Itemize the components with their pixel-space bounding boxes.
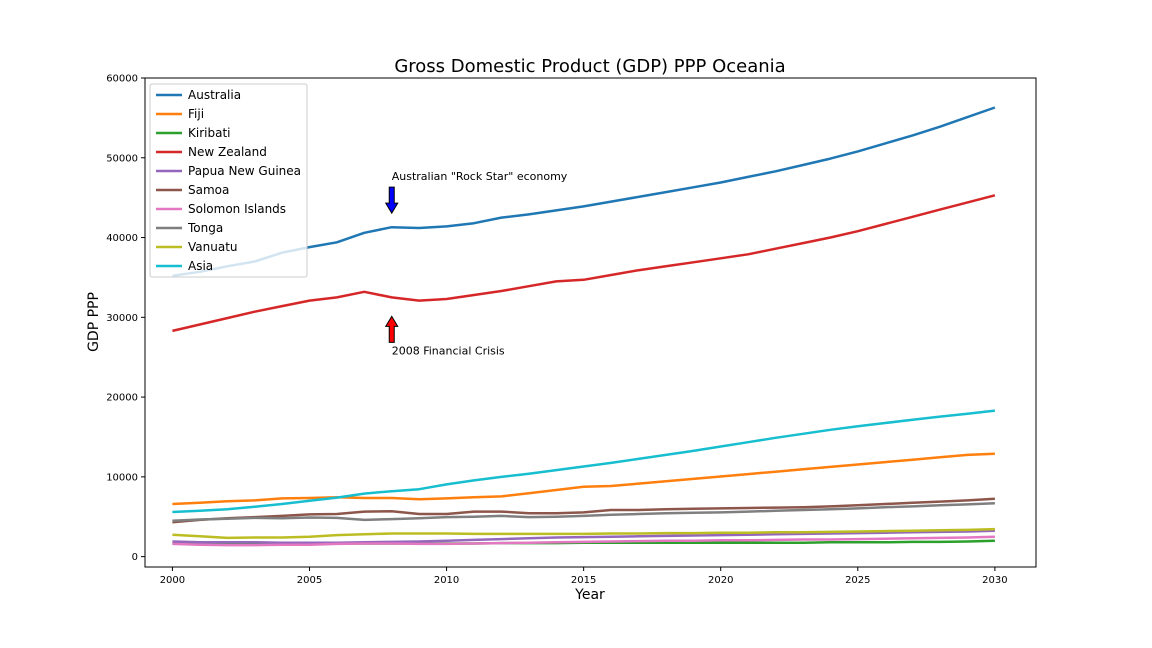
legend-item-asia: Asia <box>156 259 213 273</box>
series-line-tonga <box>172 501 995 522</box>
annotation-label: Australian "Rock Star" economy <box>392 170 568 183</box>
series-line-asia <box>172 409 996 514</box>
legend-label: Samoa <box>188 183 229 197</box>
legend-label: New Zealand <box>188 145 267 159</box>
x-tick-label: 2005 <box>297 575 322 586</box>
legend-item-solomon-islands: Solomon Islands <box>156 202 286 216</box>
series-line-solomon-islands <box>172 535 995 547</box>
legend-item-samoa: Samoa <box>156 183 229 197</box>
plot-area: 2000 2005 2010 2015 2020 2025 2030 0 10000 20000 3… <box>106 74 1037 586</box>
x-tick-label: 2020 <box>708 575 733 586</box>
legend-label: Fiji <box>188 107 204 121</box>
series-line-australia <box>172 106 996 278</box>
series-line-vanuatu <box>172 527 995 540</box>
x-tick-label: 2000 <box>160 575 185 586</box>
series-line-fiji <box>172 452 995 506</box>
x-tick-label: 2015 <box>571 575 596 586</box>
legend-item-kiribati: Kiribati <box>156 126 230 140</box>
x-tick-label: 2025 <box>845 575 870 586</box>
annotation-2008-financial-crisis: 2008 Financial Crisis <box>384 315 505 357</box>
legend-label: Australia <box>188 88 241 102</box>
legend-box <box>149 83 308 278</box>
y-tick-label: 50000 <box>106 153 138 164</box>
y-tick-label: 30000 <box>106 313 138 324</box>
y-tick-label: 0 <box>132 552 138 563</box>
legend-label: Vanuatu <box>188 240 238 254</box>
series-line-papua-new-guinea <box>172 529 995 544</box>
legend-label: Tonga <box>187 221 223 235</box>
legend: Australia Fiji Kiribati New Zealand Papua Ne… <box>149 83 308 278</box>
series-line-samoa <box>172 497 995 524</box>
annotation-arrow <box>384 315 399 343</box>
legend-item-fiji: Fiji <box>156 107 204 121</box>
annotations: Australian "Rock Star" economy 2008 Finan… <box>384 170 568 357</box>
x-tick-label: 2010 <box>434 575 459 586</box>
legend-label: Solomon Islands <box>188 202 286 216</box>
legend-item-papua-new-guinea: Papua New Guinea <box>156 164 301 178</box>
series-line-new-zealand <box>172 194 996 333</box>
annotation-label: 2008 Financial Crisis <box>392 344 505 357</box>
plot-frame <box>144 77 1037 568</box>
legend-label: Kiribati <box>188 126 230 140</box>
x-axis-title: Year <box>574 587 605 603</box>
legend-item-new-zealand: New Zealand <box>156 145 267 159</box>
y-tick-label: 10000 <box>106 472 138 483</box>
y-tick-label: 60000 <box>106 74 138 85</box>
chart-title: Gross Domestic Product (GDP) PPP Oceania <box>394 56 785 77</box>
x-tick-label: 2030 <box>982 575 1007 586</box>
y-axis-title: GDP PPP <box>86 292 102 352</box>
legend-label: Papua New Guinea <box>188 164 301 178</box>
legend-item-australia: Australia <box>156 88 241 102</box>
annotation-australian-rock-star-economy: Australian "Rock Star" economy <box>384 170 568 215</box>
legend-item-vanuatu: Vanuatu <box>156 240 238 254</box>
y-tick-label: 20000 <box>106 393 138 404</box>
legend-label: Asia <box>188 259 213 273</box>
y-tick-label: 40000 <box>106 233 138 244</box>
annotation-arrow <box>384 186 399 215</box>
legend-item-tonga: Tonga <box>156 221 223 235</box>
